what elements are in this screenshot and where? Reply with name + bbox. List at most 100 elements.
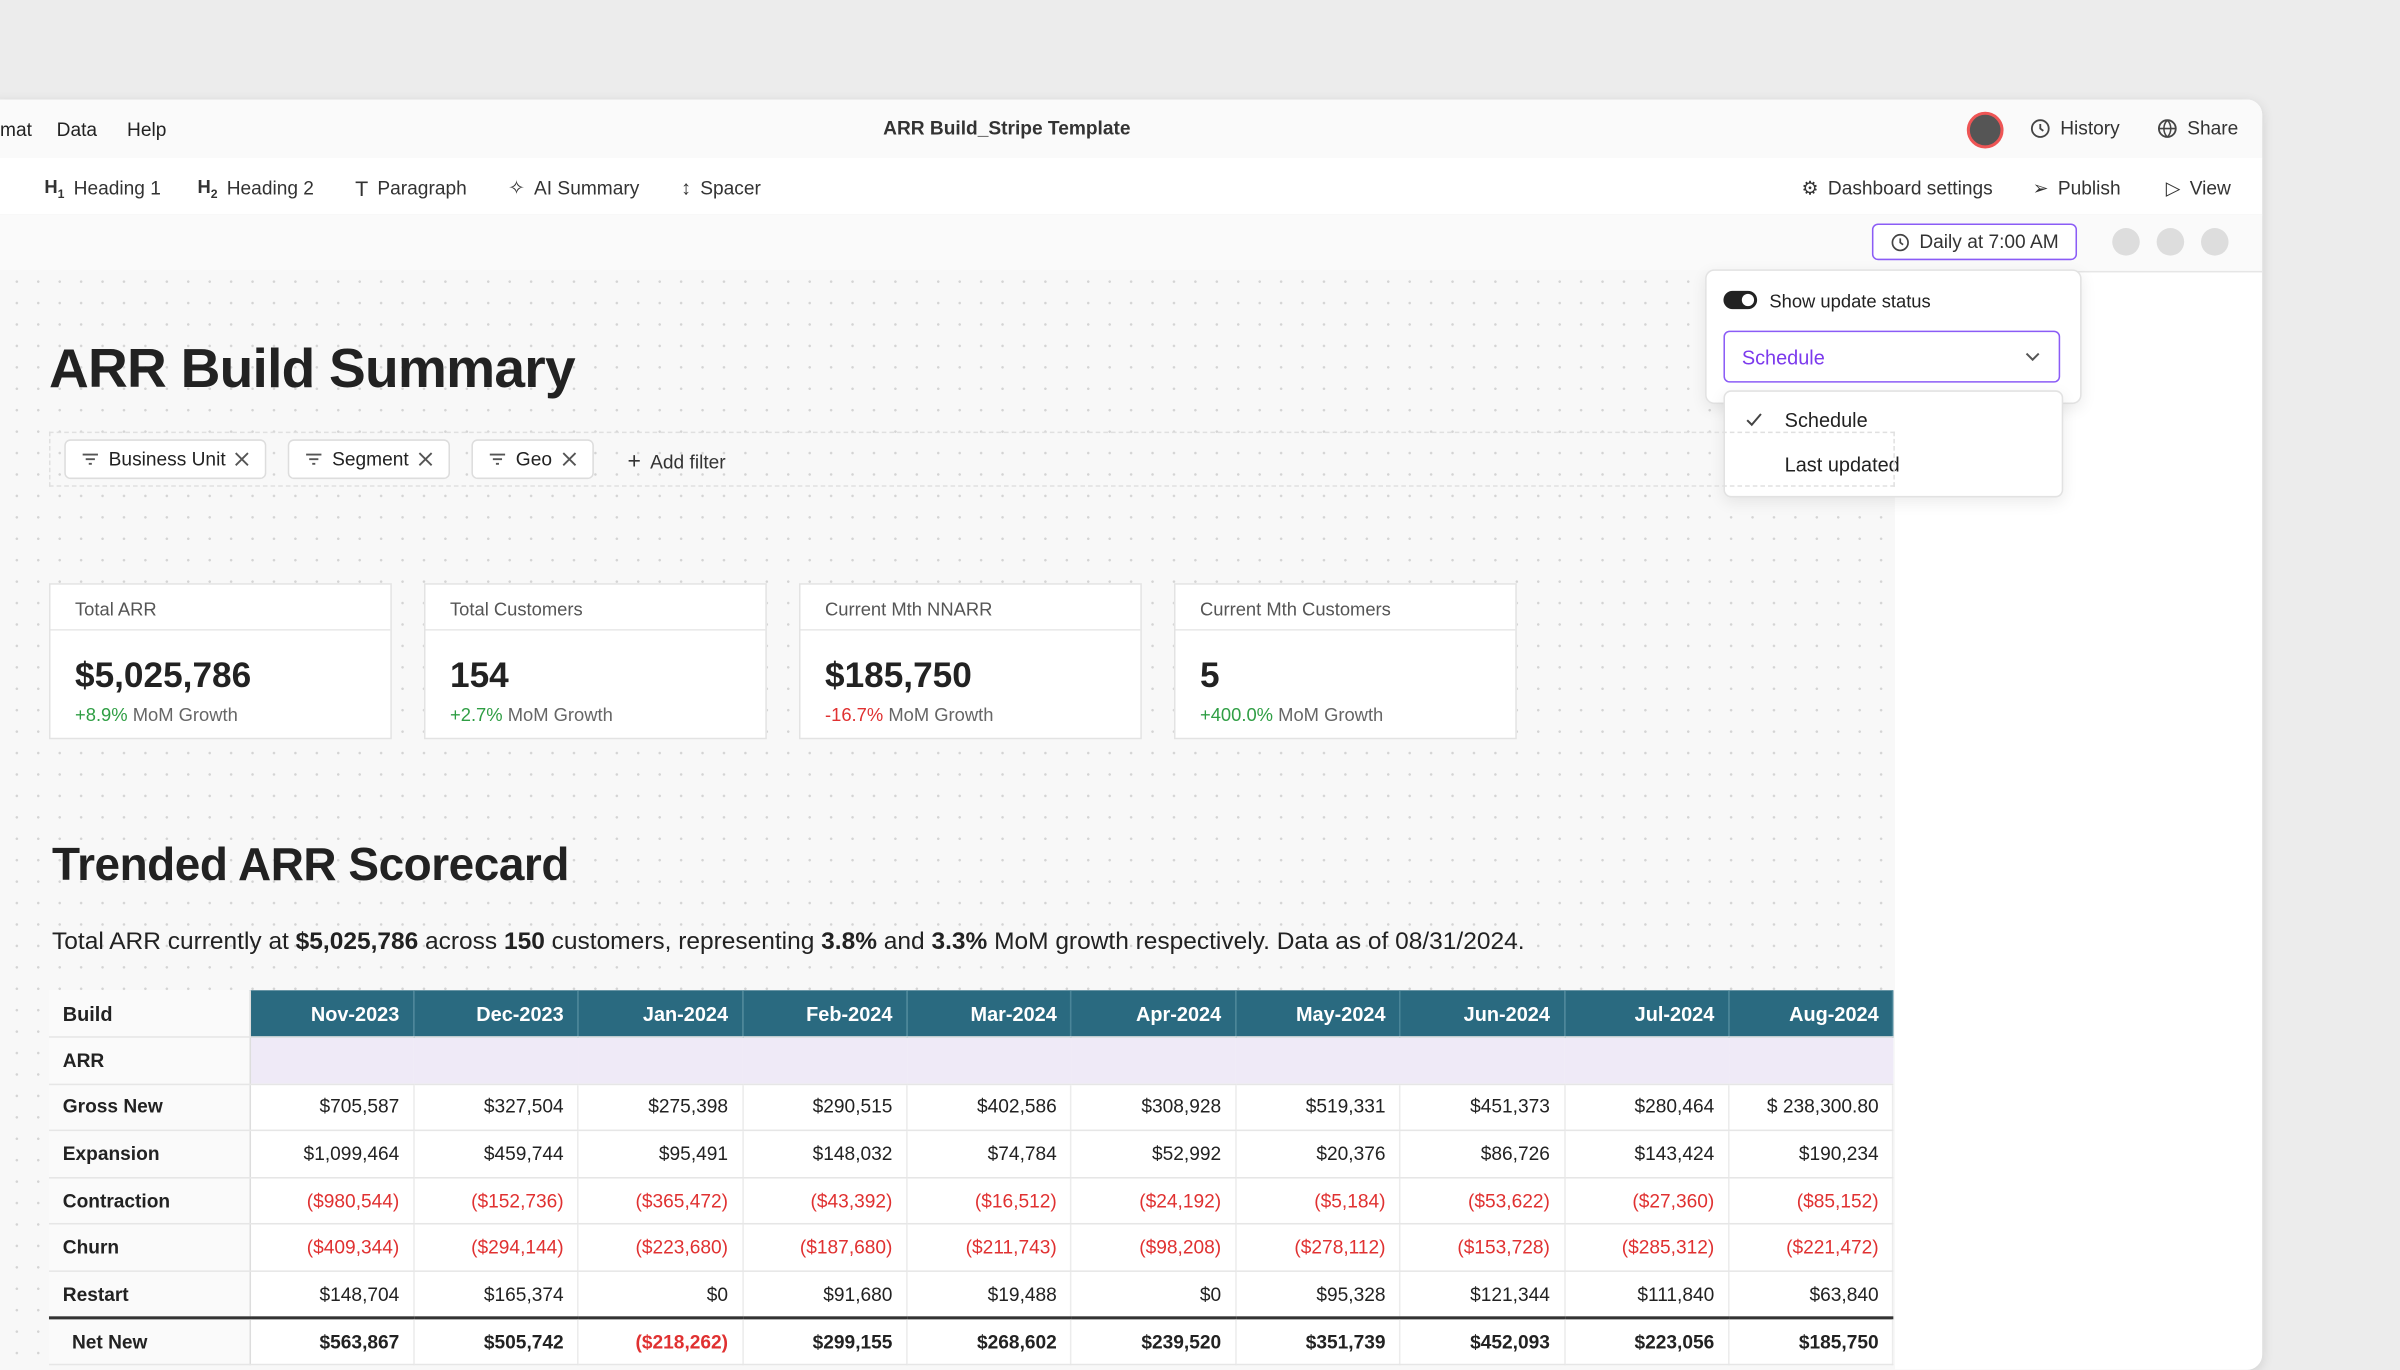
header-cell: Jul-2024: [1564, 990, 1730, 1038]
toolbar-label: Paragraph: [377, 177, 467, 199]
filter-label: Segment: [332, 448, 409, 470]
view-button[interactable]: ▷ View: [2165, 176, 2231, 199]
row-label: Restart: [48, 1271, 251, 1319]
table-cell: $519,331: [1235, 1083, 1401, 1132]
filter-label: Geo: [515, 448, 552, 470]
table-cell: [906, 1037, 1072, 1085]
kpi-growth: -16.7% MoM Growth: [825, 704, 993, 725]
kpi-growth: +400.0% MoM Growth: [1200, 704, 1383, 725]
table-row: Gross New $705,587 $327,504 $275,398 $290,51…: [48, 1083, 1894, 1132]
table-cell: ($98,208): [1071, 1224, 1237, 1273]
table-cell: $95,491: [578, 1130, 744, 1179]
table-cell: $63,840: [1728, 1271, 1894, 1319]
header-cell: May-2024: [1235, 990, 1401, 1038]
toolbar-label: Publish: [2057, 176, 2121, 199]
table-cell: $223,056: [1564, 1316, 1730, 1366]
table-cell: [1400, 1037, 1565, 1085]
row-label: Expansion: [48, 1130, 251, 1179]
kpi-growth: +2.7% MoM Growth: [450, 704, 613, 725]
section-title: Trended ARR Scorecard: [52, 840, 569, 891]
header-cell: Mar-2024: [906, 990, 1073, 1038]
menu-item[interactable]: Data: [56, 119, 98, 141]
kpi-card: Total Customers 154 +2.7% MoM Growth: [423, 583, 767, 740]
table-cell: $451,373: [1400, 1083, 1566, 1132]
table-cell: $86,726: [1400, 1130, 1566, 1179]
menu-item[interactable]: Help: [127, 119, 167, 141]
menu-item[interactable]: mat: [0, 119, 32, 141]
table-cell: ($53,622): [1400, 1177, 1566, 1226]
select[interactable]: [1723, 330, 2061, 383]
kpi-label: Total ARR: [50, 585, 391, 631]
table-cell: [1728, 1037, 1894, 1085]
row-label: Gross New: [48, 1083, 251, 1132]
table-cell: $74,784: [906, 1130, 1073, 1179]
table-cell: $705,587: [249, 1083, 415, 1132]
schedule-button[interactable]: Daily at 7:00 AM: [1871, 223, 2078, 261]
summary-part: across: [418, 929, 504, 956]
filter-chip[interactable]: Business Unit: [64, 439, 267, 480]
viewer-avatar: [2112, 228, 2140, 256]
filter-chip[interactable]: Segment: [287, 439, 451, 480]
kpi-value: $185,750: [824, 655, 972, 695]
toolbar-label: Dashboard settings: [1827, 176, 1993, 199]
table-cell: $19,488: [906, 1271, 1073, 1319]
kpi-label: Total Customers: [425, 585, 766, 631]
scorecard-table: Build Nov-2023 Dec-2023 Jan-2024 Feb-2024 Mar…: [48, 990, 1894, 1366]
table-cell: ($153,728): [1400, 1224, 1566, 1273]
table-cell: $452,093: [1400, 1316, 1566, 1366]
dropdown-option[interactable]: Schedule: [1784, 408, 1868, 432]
kpi-note: MoM Growth: [888, 704, 994, 726]
kpi-note: MoM Growth: [507, 704, 613, 726]
kpi-card: Total ARR $5,025,786 +8.9% MoM Growth: [48, 583, 392, 740]
add-filter[interactable]: + Add filter: [627, 448, 726, 475]
toolbar-button[interactable]: H1 Heading 1: [44, 176, 161, 202]
header-cell: Dec-2023: [413, 990, 580, 1038]
history-button[interactable]: History: [2030, 118, 2120, 139]
summary-part: 3.8%: [821, 929, 877, 956]
table-cell: $52,992: [1071, 1130, 1237, 1179]
table-cell: ($365,472): [578, 1177, 744, 1226]
kpi-change: +8.9%: [74, 704, 128, 726]
toolbar-button[interactable]: ✧ AI Summary: [508, 176, 640, 199]
table-cell: [1564, 1037, 1729, 1085]
user-avatar[interactable]: [1966, 111, 2004, 149]
table-row: ARR: [48, 1037, 1894, 1085]
kpi-change: -16.7%: [824, 704, 884, 726]
share-button[interactable]: Share: [2157, 118, 2238, 139]
kpi-label: Current Mth NNARR: [800, 585, 1141, 631]
table-cell: $148,032: [742, 1130, 908, 1179]
kpi-change: +400.0%: [1199, 704, 1274, 726]
dropdown-option[interactable]: Last updated: [1784, 453, 1900, 477]
row-label: Net New: [48, 1316, 251, 1366]
toggle-label: Show update status: [1769, 290, 1931, 313]
table-cell: $505,742: [413, 1316, 580, 1366]
table-cell: $190,234: [1728, 1130, 1894, 1179]
toolbar-button[interactable]: H2 Heading 2: [197, 176, 314, 202]
kpi-value: 5: [1199, 655, 1220, 695]
header-cell: Jun-2024: [1400, 990, 1566, 1038]
toolbar-button[interactable]: T Paragraph: [355, 176, 467, 201]
table-cell: $239,520: [1071, 1316, 1237, 1366]
table-cell: [413, 1037, 579, 1085]
filter-chip[interactable]: Geo: [471, 439, 594, 480]
summary-part: MoM growth respectively. Data as of 08/3…: [987, 929, 1525, 956]
dashboard-title: ARR Build Summary: [48, 336, 576, 400]
table-cell: ($211,743): [906, 1224, 1073, 1273]
publish-button[interactable]: ➢ Publish: [2032, 176, 2121, 199]
table-cell: $148,704: [249, 1271, 415, 1319]
table-cell: $280,464: [1564, 1083, 1730, 1132]
toggle[interactable]: [1723, 290, 1758, 310]
kpi-note: MoM Growth: [132, 704, 238, 726]
table-row: Restart $148,704 $165,374 $0 $91,680 $19,488 $…: [48, 1271, 1894, 1319]
toolbar-button[interactable]: ↕ Spacer: [681, 176, 761, 199]
filter-bar: [48, 431, 1895, 487]
dashboard-settings[interactable]: ⚙ Dashboard settings: [1801, 176, 1993, 199]
summary-part: 3.3%: [931, 929, 988, 956]
table-cell: [1071, 1037, 1236, 1085]
table-cell: [1235, 1037, 1401, 1085]
row-label: ARR: [48, 1037, 251, 1085]
table-cell: ($223,680): [578, 1224, 744, 1273]
table-cell: $268,602: [906, 1316, 1073, 1366]
table-cell: $563,867: [249, 1316, 415, 1366]
